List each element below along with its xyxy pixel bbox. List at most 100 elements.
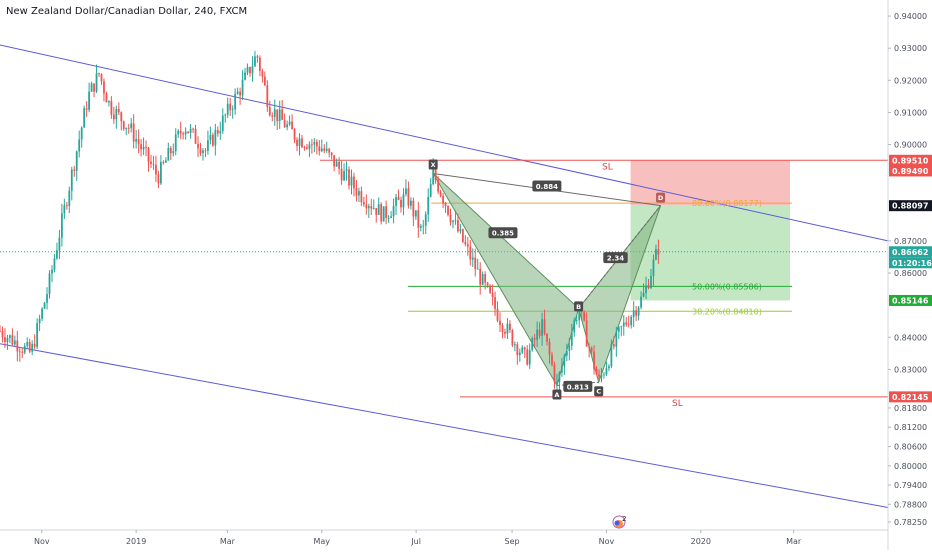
candle-body	[100, 73, 103, 82]
candle-body	[608, 366, 610, 369]
candle-body	[501, 325, 504, 332]
candle-body	[105, 93, 108, 103]
candle-body	[442, 195, 444, 204]
candle-body	[283, 119, 286, 128]
candle-body	[93, 83, 95, 92]
candle-body	[122, 121, 125, 129]
events-icon[interactable]: 2	[612, 515, 626, 529]
candle-body	[343, 171, 345, 181]
price-badge-label: 0.89490	[892, 167, 929, 176]
pattern-point-marker[interactable]	[574, 301, 584, 312]
candle-body	[88, 91, 91, 110]
price-badge-box	[889, 154, 932, 166]
candle-body	[407, 188, 410, 206]
candle-body	[43, 302, 46, 309]
pattern-point-label: D	[658, 194, 664, 202]
candle-body	[422, 225, 425, 227]
profit-zone	[630, 205, 790, 301]
candle-body	[333, 155, 336, 167]
candle-body	[179, 130, 182, 134]
candle-body	[108, 101, 110, 103]
date-tick-label: 2020	[691, 537, 711, 546]
candle-body	[345, 169, 348, 172]
candle-body	[575, 320, 578, 322]
candle-body	[556, 381, 558, 383]
candle-body	[169, 147, 172, 154]
candle-body	[150, 161, 152, 164]
candle-body	[588, 346, 591, 348]
candle-body	[177, 130, 180, 135]
pattern-point-marker[interactable]	[594, 386, 604, 397]
pattern-ratio-box	[488, 227, 518, 239]
candle-body	[414, 210, 417, 217]
candle-body	[298, 138, 301, 146]
pattern-ratio-box	[603, 252, 628, 264]
candle-body	[538, 329, 541, 336]
pattern-point-marker[interactable]	[428, 159, 438, 170]
candle-body	[637, 307, 640, 316]
candle-body	[385, 206, 388, 218]
candle-body	[464, 241, 467, 245]
candle-body	[429, 184, 432, 197]
candle-body	[521, 347, 524, 353]
candle-body	[31, 343, 34, 352]
candle-body	[593, 351, 595, 369]
channel-lower-line[interactable]	[0, 343, 889, 509]
candle-body	[546, 333, 548, 342]
candle-body	[90, 83, 93, 92]
candle-body	[226, 103, 229, 115]
candle-body	[439, 191, 442, 196]
candle-body	[184, 131, 187, 135]
candle-body	[125, 127, 128, 129]
date-tick-label: Sep	[505, 537, 520, 546]
candle-body	[209, 134, 212, 141]
candle-body	[513, 344, 516, 346]
candle-body	[288, 121, 291, 125]
candle-body	[147, 147, 150, 162]
candle-body	[98, 73, 100, 74]
candle-body	[447, 205, 449, 215]
price-tick-label: 0.80000	[894, 462, 927, 471]
candle-body	[219, 131, 222, 134]
candle-body	[600, 374, 603, 377]
date-tick-label: Mar	[220, 537, 236, 546]
candle-body	[330, 152, 333, 156]
pattern-point-marker[interactable]	[656, 192, 666, 203]
price-badge-last-price: 0.86662	[889, 246, 932, 258]
pattern-ratio-box	[532, 180, 562, 192]
price-badge-stop: 0.89490	[889, 165, 932, 177]
candle-body	[46, 294, 48, 303]
candle-body	[553, 364, 556, 383]
pattern-point-marker[interactable]	[552, 389, 562, 400]
channel-upper-line[interactable]	[0, 44, 889, 242]
candle-body	[70, 169, 73, 191]
candle-body	[273, 109, 276, 117]
price-badge-box	[889, 294, 932, 306]
candle-body	[466, 244, 469, 247]
candle-body	[207, 140, 209, 151]
candle-body	[48, 273, 51, 295]
candle-body	[612, 344, 615, 347]
candle-body	[603, 374, 605, 376]
price-badge-label: 0.88097	[892, 202, 928, 211]
price-badge-label: 0.86662	[892, 248, 928, 257]
candle-body	[615, 331, 618, 347]
candle-body	[103, 81, 105, 94]
candle-body	[229, 103, 232, 111]
pattern-ratio-label: 0.884	[536, 183, 558, 191]
candle-body	[246, 67, 249, 73]
chart-title: New Zealand Dollar/Canadian Dollar, 240,…	[6, 6, 247, 17]
candle-body	[523, 347, 526, 350]
candle-body	[58, 237, 61, 251]
price-badge-box	[889, 165, 932, 177]
candle-body	[382, 206, 385, 222]
candle-body	[489, 285, 492, 293]
candle-body	[155, 164, 157, 175]
candle-body	[325, 148, 328, 151]
candle-body	[33, 343, 36, 347]
candle-body	[296, 139, 298, 146]
candle-body	[224, 114, 227, 116]
candle-body	[256, 56, 259, 58]
candle-body	[13, 340, 16, 345]
